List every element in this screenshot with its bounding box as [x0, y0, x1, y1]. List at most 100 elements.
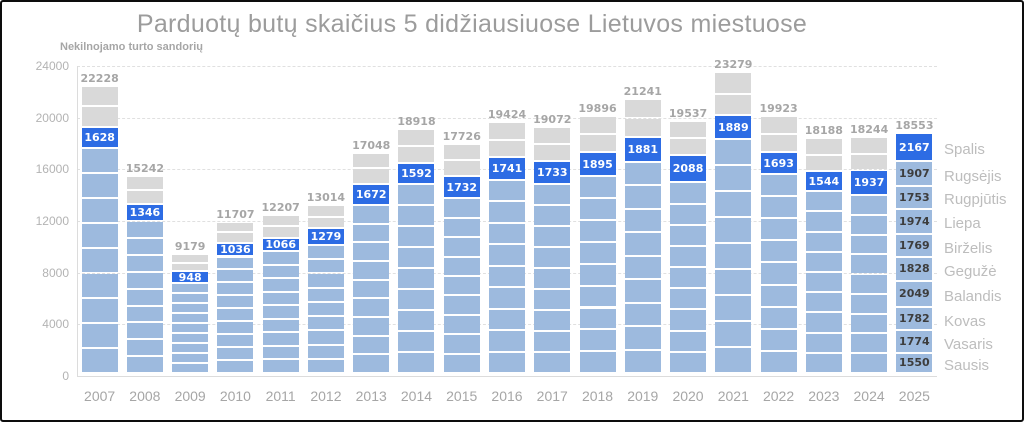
bar-segment-2022-month[interactable] [760, 241, 797, 262]
bar-segment-2024-month[interactable] [851, 275, 888, 293]
bar-segment-2019-month[interactable] [624, 209, 661, 232]
bar-segment-2020-november[interactable] [670, 139, 707, 155]
bar-segment-2009-month[interactable] [172, 344, 209, 353]
bar-segment-2009-month[interactable] [172, 314, 209, 323]
bar-segment-2014-month[interactable] [398, 352, 435, 372]
bar-segment-2016-month[interactable] [489, 309, 525, 330]
bar-segment-2016-month[interactable] [489, 352, 525, 372]
bar-segment-2012-december[interactable] [307, 205, 344, 216]
bar-segment-2008-month[interactable] [126, 239, 163, 254]
bar-segment-2017-october[interactable]: 1733 [534, 162, 571, 183]
bar-segment-2018-month[interactable] [579, 352, 616, 372]
bar-segment-2020-december[interactable] [670, 121, 707, 138]
bar-segment-2009-month[interactable] [172, 354, 209, 363]
bar-segment-2023-month[interactable] [805, 333, 842, 352]
bar-segment-2021-month[interactable] [715, 166, 752, 191]
bar-segment-2020-month[interactable] [670, 183, 707, 203]
bar-segment-2018-october[interactable]: 1895 [579, 152, 616, 176]
bar-segment-2022-month[interactable] [760, 329, 797, 350]
bar-segment-2023-month[interactable] [805, 252, 842, 272]
bar-segment-2013-month[interactable] [353, 318, 390, 335]
bar-segment-2022-month[interactable] [760, 174, 797, 196]
bar-segment-2017-month[interactable] [534, 247, 571, 267]
bar-segment-2019-november[interactable] [624, 118, 661, 137]
bar-segment-2024-month[interactable] [851, 354, 888, 372]
bar-segment-2020-month[interactable] [670, 246, 707, 267]
bar-segment-2024-month[interactable] [851, 334, 888, 353]
bar-segment-2017-month[interactable] [534, 289, 571, 309]
bar-segment-2018-december[interactable] [579, 117, 616, 133]
bar-segment-2016-month[interactable] [489, 331, 525, 351]
bar-segment-2015-month[interactable] [443, 315, 480, 334]
bar-segment-2017-month[interactable] [534, 205, 571, 225]
bar-segment-2014-december[interactable] [398, 129, 435, 145]
bar-segment-2017-month[interactable] [534, 331, 571, 351]
bar-segment-2021-month[interactable] [715, 244, 752, 269]
bar-segment-2018-month[interactable] [579, 286, 616, 307]
bar-segment-2014-october[interactable]: 1592 [398, 164, 435, 183]
bar-segment-2014-month[interactable] [398, 184, 435, 204]
bar-segment-2022-december[interactable] [760, 116, 797, 133]
bar-segment-2015-month[interactable] [443, 218, 480, 237]
bar-segment-2007-month[interactable] [81, 149, 118, 173]
bar-segment-2021-month[interactable] [715, 218, 752, 243]
bar-segment-2016-month[interactable] [489, 202, 525, 222]
bar-segment-2011-month[interactable] [262, 265, 299, 278]
bar-segment-2025-Kovas[interactable]: 1782 [896, 308, 933, 330]
bar-segment-2018-month[interactable] [579, 242, 616, 263]
bar-segment-2009-month[interactable] [172, 334, 209, 343]
bar-segment-2014-month[interactable] [398, 247, 435, 267]
bar-segment-2020-month[interactable] [670, 289, 707, 309]
bar-segment-2019-month[interactable] [624, 327, 661, 349]
bar-segment-2021-month[interactable] [715, 140, 752, 165]
bar-segment-2025-Birželis[interactable]: 1769 [896, 235, 933, 256]
bar-segment-2023-month[interactable] [805, 353, 842, 372]
bar-segment-2023-october[interactable]: 1544 [805, 172, 842, 191]
bar-segment-2018-month[interactable] [579, 330, 616, 351]
bar-segment-2021-month[interactable] [715, 322, 752, 347]
bar-segment-2017-month[interactable] [534, 184, 571, 204]
bar-segment-2010-month[interactable] [217, 296, 254, 308]
bar-segment-2007-december[interactable] [81, 86, 118, 106]
bar-segment-2010-december[interactable] [217, 222, 254, 232]
bar-segment-2024-month[interactable] [851, 314, 888, 333]
bar-segment-2022-month[interactable] [760, 197, 797, 218]
bar-segment-2013-october[interactable]: 1672 [353, 184, 390, 205]
bar-segment-2011-month[interactable] [262, 279, 299, 291]
bar-segment-2017-december[interactable] [534, 127, 571, 143]
bar-segment-2009-december[interactable] [172, 255, 209, 262]
bar-segment-2012-month[interactable] [307, 331, 344, 344]
bar-segment-2022-month[interactable] [760, 285, 797, 306]
bar-segment-2025-Vasaris[interactable]: 1774 [896, 331, 933, 352]
bar-segment-2021-month[interactable] [715, 348, 752, 372]
bar-segment-2008-month[interactable] [126, 306, 163, 322]
bar-segment-2008-month[interactable] [126, 289, 163, 305]
bar-segment-2023-november[interactable] [805, 155, 842, 171]
bar-segment-2011-october[interactable]: 1066 [262, 238, 299, 251]
bar-segment-2008-month[interactable] [126, 272, 163, 288]
bar-segment-2016-month[interactable] [489, 288, 525, 308]
bar-segment-2019-month[interactable] [624, 233, 661, 255]
bar-segment-2018-month[interactable] [579, 199, 616, 220]
bar-segment-2014-month[interactable] [398, 205, 435, 225]
bar-segment-2024-november[interactable] [851, 154, 888, 169]
bar-segment-2018-month[interactable] [579, 177, 616, 198]
bar-segment-2025-Gegužė[interactable]: 1828 [896, 257, 933, 280]
bar-segment-2010-month[interactable] [217, 361, 254, 372]
bar-segment-2013-november[interactable] [353, 169, 390, 183]
bar-segment-2010-month[interactable] [217, 348, 254, 360]
bar-segment-2013-month[interactable] [353, 336, 390, 354]
bar-segment-2024-month[interactable] [851, 215, 888, 234]
bar-segment-2014-month[interactable] [398, 226, 435, 246]
bar-segment-2015-october[interactable]: 1732 [443, 176, 480, 198]
bar-segment-2018-month[interactable] [579, 308, 616, 329]
bar-segment-2017-month[interactable] [534, 310, 571, 330]
bar-segment-2011-month[interactable] [262, 360, 299, 372]
bar-segment-2014-november[interactable] [398, 146, 435, 163]
bar-segment-2010-october[interactable]: 1036 [217, 244, 254, 256]
bar-segment-2023-month[interactable] [805, 232, 842, 251]
bar-segment-2009-october[interactable]: 948 [172, 272, 209, 283]
bar-segment-2015-month[interactable] [443, 257, 480, 275]
bar-segment-2014-month[interactable] [398, 268, 435, 288]
bar-segment-2014-month[interactable] [398, 310, 435, 330]
